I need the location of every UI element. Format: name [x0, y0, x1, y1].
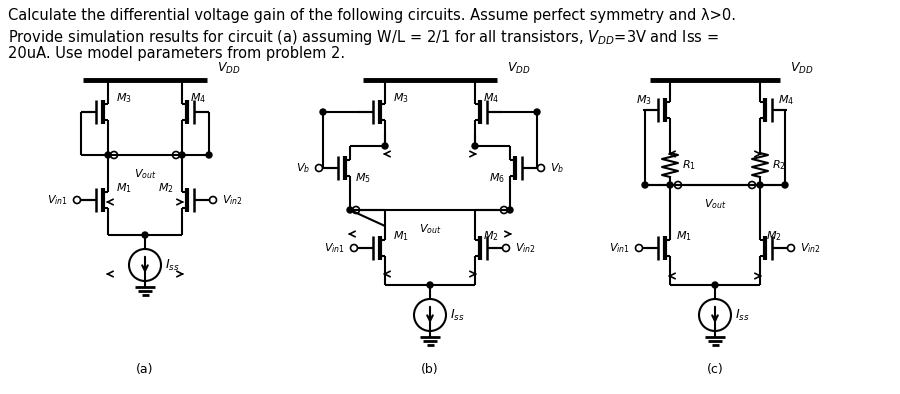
Text: $V_{in1}$: $V_{in1}$ [324, 241, 345, 255]
Text: Calculate the differential voltage gain of the following circuits. Assume perfec: Calculate the differential voltage gain … [8, 8, 736, 23]
Circle shape [142, 232, 148, 238]
Circle shape [179, 152, 185, 158]
Text: $V_{in1}$: $V_{in1}$ [609, 241, 630, 255]
Circle shape [507, 207, 513, 213]
Circle shape [105, 152, 111, 158]
Circle shape [642, 182, 648, 188]
Text: $I_{ss}$: $I_{ss}$ [450, 307, 464, 323]
Text: $V_{DD}$: $V_{DD}$ [217, 61, 240, 76]
Circle shape [427, 282, 433, 288]
Text: $I_{ss}$: $I_{ss}$ [735, 307, 750, 323]
Text: $M_2$: $M_2$ [483, 229, 499, 243]
Text: $M_1$: $M_1$ [676, 229, 692, 243]
Text: $V_{in2}$: $V_{in2}$ [222, 193, 243, 207]
Text: $M_6$: $M_6$ [489, 171, 505, 185]
Circle shape [782, 182, 788, 188]
Text: 20uA. Use model parameters from problem 2.: 20uA. Use model parameters from problem … [8, 46, 345, 61]
Text: (a): (a) [136, 364, 154, 377]
Circle shape [667, 182, 673, 188]
Text: $V_{out}$: $V_{out}$ [704, 197, 726, 211]
Text: $M_3$: $M_3$ [393, 91, 409, 105]
Circle shape [712, 282, 718, 288]
Text: $V_{in2}$: $V_{in2}$ [800, 241, 821, 255]
Circle shape [320, 109, 326, 115]
Text: $V_b$: $V_b$ [296, 161, 310, 175]
Circle shape [347, 207, 353, 213]
Text: $V_{DD}$: $V_{DD}$ [507, 61, 531, 76]
Text: $M_3$: $M_3$ [116, 91, 131, 105]
Text: $I_{ss}$: $I_{ss}$ [165, 257, 180, 273]
Text: $V_{out}$: $V_{out}$ [418, 222, 441, 236]
Circle shape [206, 152, 212, 158]
Text: $M_2$: $M_2$ [158, 181, 174, 195]
Text: $M_4$: $M_4$ [190, 91, 206, 105]
Text: $M_3$: $M_3$ [636, 93, 652, 107]
Text: $M_4$: $M_4$ [778, 93, 794, 107]
Text: $V_{in1}$: $V_{in1}$ [47, 193, 68, 207]
Text: (c): (c) [706, 364, 724, 377]
Text: $V_b$: $V_b$ [550, 161, 564, 175]
Text: $M_2$: $M_2$ [766, 229, 782, 243]
Text: Provide simulation results for circuit (a) assuming W/L = 2/1 for all transistor: Provide simulation results for circuit (… [8, 28, 719, 47]
Text: $R_1$: $R_1$ [682, 158, 696, 172]
Text: (b): (b) [421, 364, 439, 377]
Circle shape [757, 182, 763, 188]
Text: $V_{out}$: $V_{out}$ [134, 167, 157, 181]
Circle shape [534, 109, 540, 115]
Text: $M_1$: $M_1$ [393, 229, 409, 243]
Circle shape [472, 143, 478, 149]
Text: $M_4$: $M_4$ [483, 91, 500, 105]
Text: $R_2$: $R_2$ [772, 158, 786, 172]
Text: $M_5$: $M_5$ [355, 171, 371, 185]
Text: $M_1$: $M_1$ [116, 181, 131, 195]
Circle shape [382, 143, 388, 149]
Text: $V_{in2}$: $V_{in2}$ [515, 241, 536, 255]
Text: $V_{DD}$: $V_{DD}$ [790, 61, 814, 76]
